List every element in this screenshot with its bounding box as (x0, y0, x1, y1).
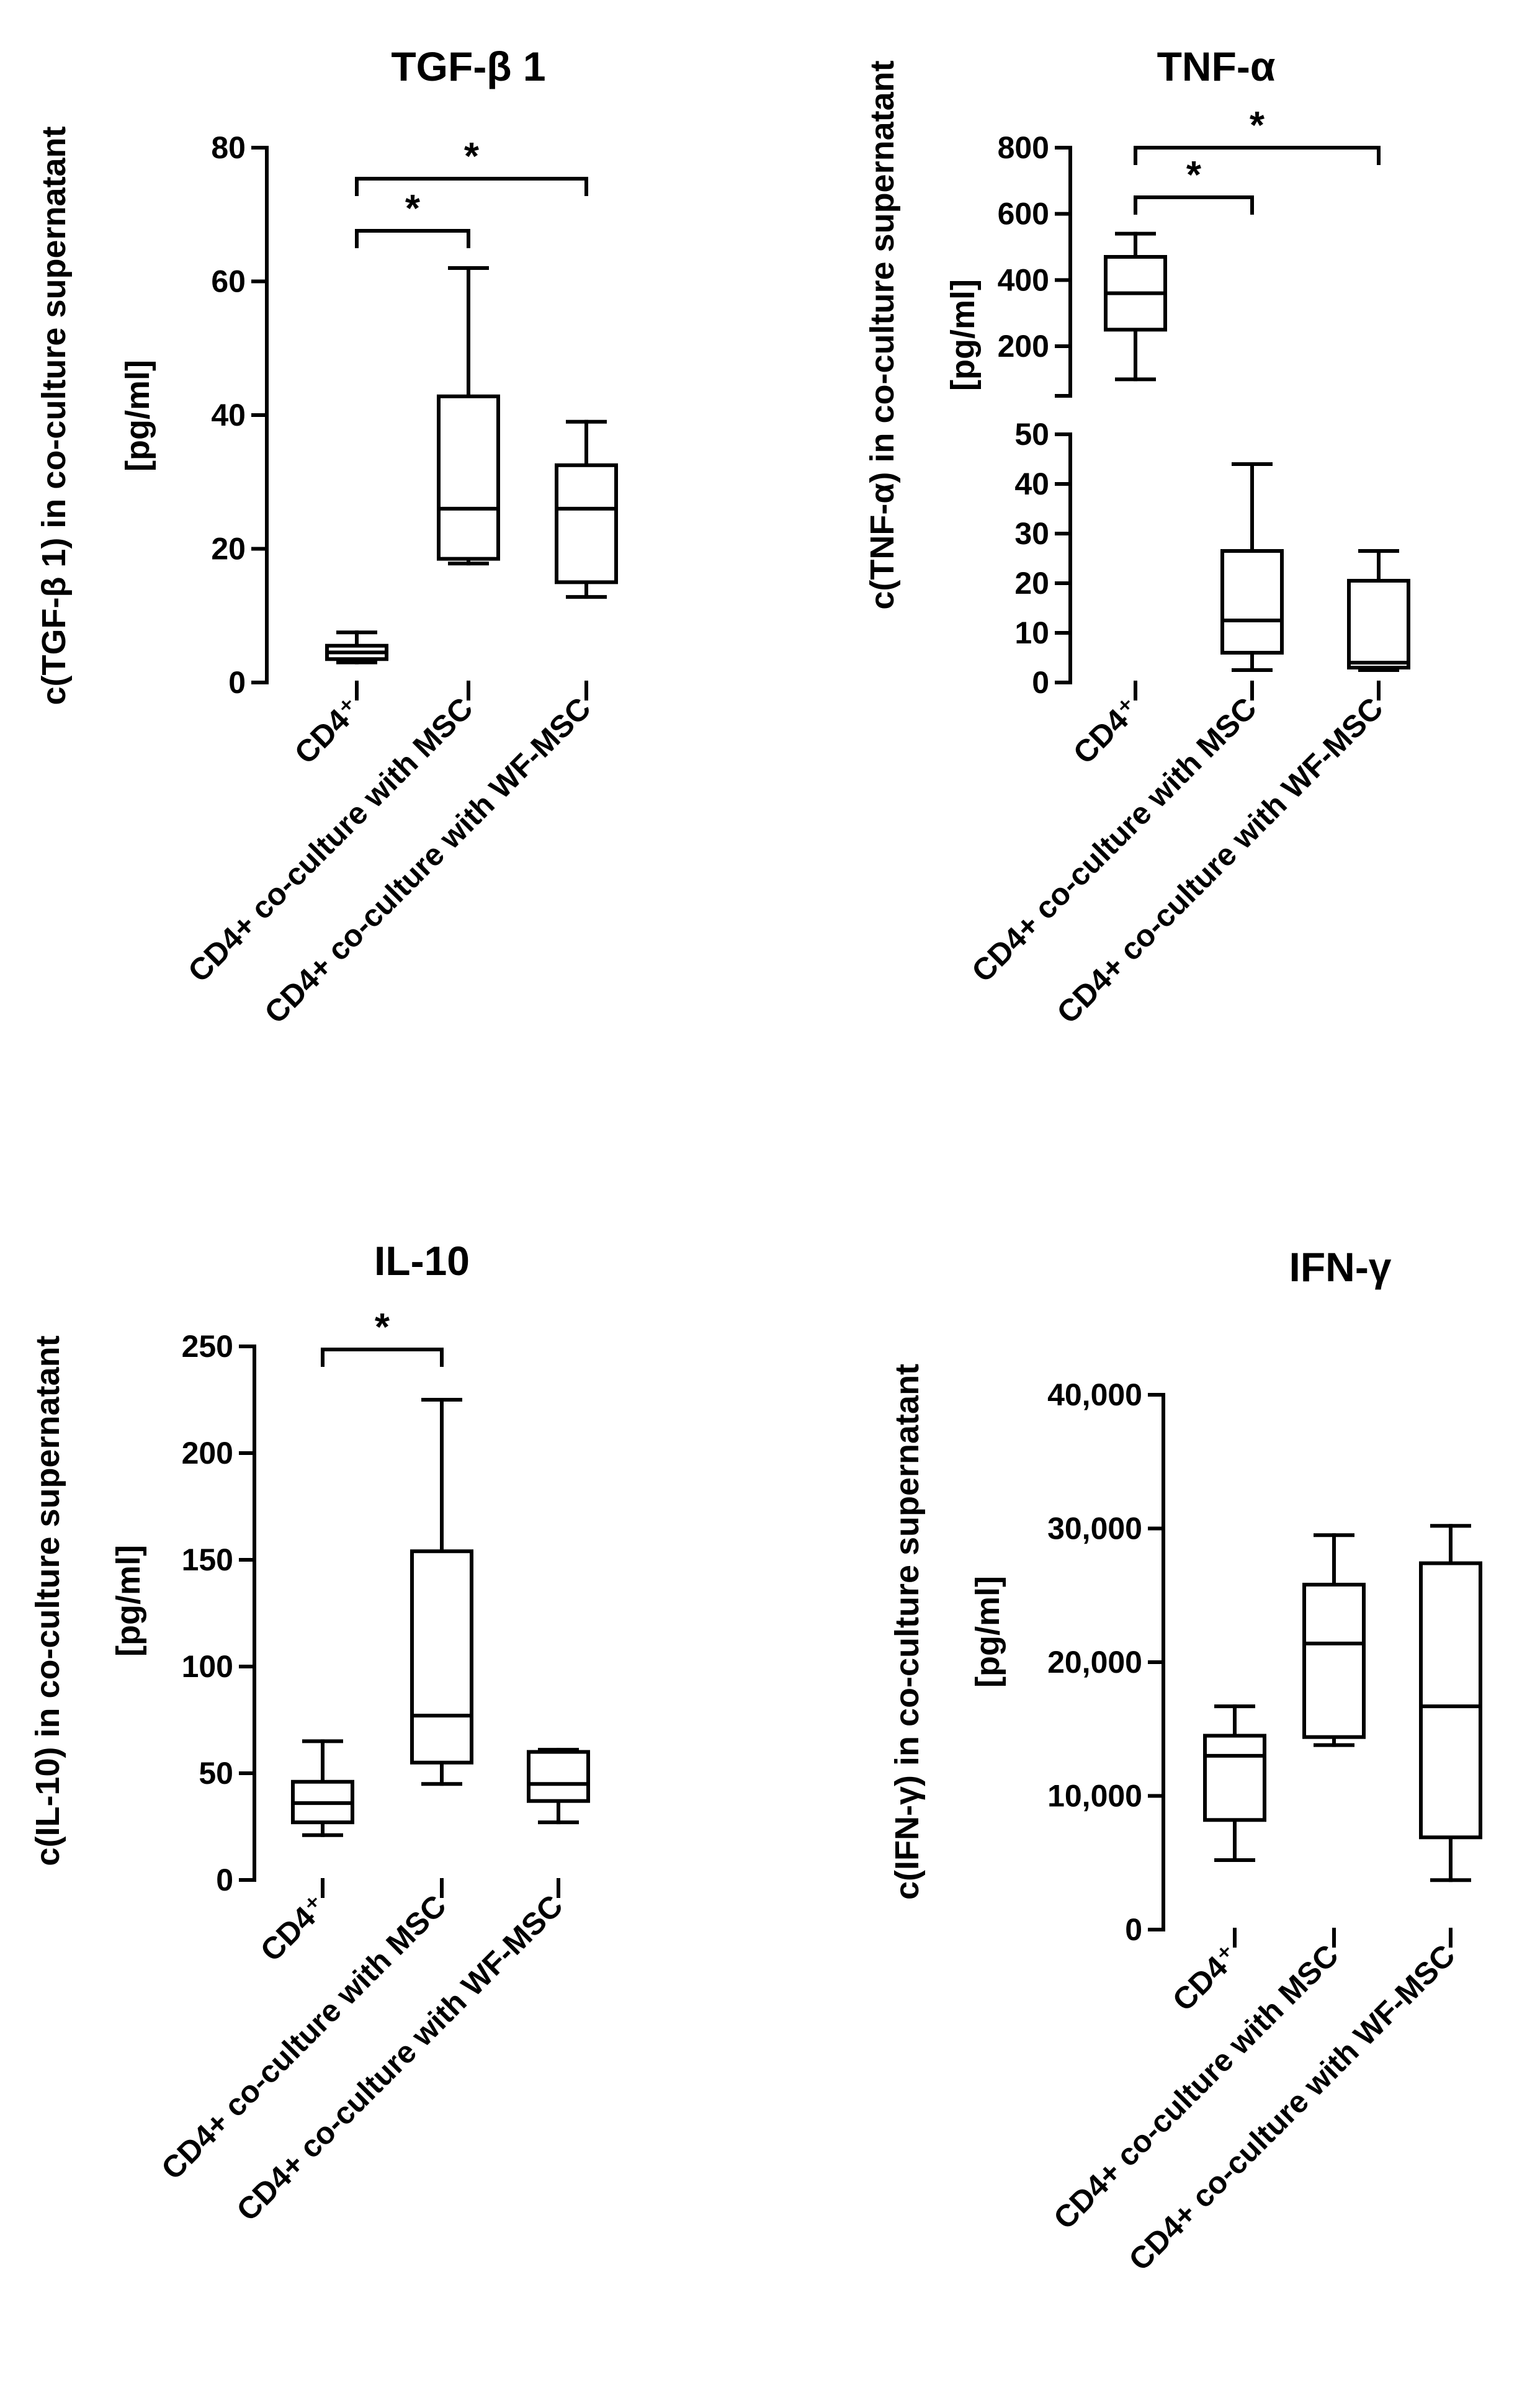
tnf-alpha-title: TNF-α (1157, 43, 1276, 89)
tgf-beta1-box-iqr (437, 394, 500, 561)
tgf-beta1-ytick-label: 20 (211, 532, 246, 566)
tgf-beta1-significance-bracket (355, 229, 470, 248)
tnf-alpha-ytick-label: 10 (1014, 615, 1049, 650)
il-10-ylabel-line1: c(IL-10) in co-culture supernatant (29, 1335, 66, 1866)
tgf-beta1-ytick-label: 0 (228, 665, 246, 700)
tnf-alpha-ytick-label: 20 (1014, 566, 1049, 601)
tgf-beta1-significance-bracket (355, 177, 588, 196)
tnf-alpha-box-iqr (1347, 579, 1410, 669)
il-10-title: IL-10 (374, 1238, 470, 1284)
il-10-ytick-label: 50 (199, 1756, 233, 1791)
tgf-beta1-box-iqr (555, 463, 618, 584)
ifn-gamma-box-iqr (1203, 1734, 1266, 1822)
tgf-beta1-ytick-label: 80 (211, 130, 246, 165)
ifn-gamma-ytick-label: 0 (1125, 1912, 1142, 1947)
ifn-gamma-ylabel-line1: c(IFN-γ) in co-culture supernatant (889, 1364, 926, 1900)
il-10-box-iqr (527, 1750, 590, 1803)
tnf-alpha-ytick-label: 200 (998, 329, 1049, 364)
ifn-gamma-ytick-label: 40,000 (1047, 1377, 1142, 1412)
il-10-ytick-label: 0 (216, 1863, 233, 1897)
il-10-ytick-label: 250 (182, 1329, 233, 1364)
il-10-significance-star: * (375, 1306, 390, 1349)
tgf-beta1-ylabel-line2: [pg/ml] (119, 360, 156, 472)
ifn-gamma-box-iqr (1419, 1561, 1482, 1840)
il-10-box-iqr (410, 1549, 473, 1765)
tnf-alpha-significance-bracket (1134, 195, 1254, 215)
tnf-alpha-ytick-label: 40 (1014, 467, 1049, 501)
tnf-alpha-ytick-label: 400 (998, 262, 1049, 297)
ifn-gamma-title: IFN-γ (1289, 1244, 1392, 1290)
tgf-beta1-ytick-label: 40 (211, 398, 246, 432)
il-10-ytick-label: 200 (182, 1436, 233, 1470)
ifn-gamma-ytick-label: 10,000 (1047, 1779, 1142, 1814)
il-10-ytick-label: 100 (182, 1649, 233, 1684)
tnf-alpha-ylabel-line2: [pg/ml] (944, 279, 982, 391)
ifn-gamma-ytick-label: 20,000 (1047, 1645, 1142, 1680)
ifn-gamma-ylabel-line2: [pg/ml] (969, 1576, 1006, 1688)
tnf-alpha-significance-bracket (1134, 146, 1381, 165)
tgf-beta1-ytick-label: 60 (211, 264, 246, 299)
ifn-gamma-box-iqr (1302, 1583, 1366, 1739)
tgf-beta1-ylabel-line1: c(TGF-β 1) in co-culture supernatant (35, 126, 73, 705)
tnf-alpha-ytick-label: 0 (1032, 665, 1049, 700)
tnf-alpha-significance-star: * (1250, 104, 1265, 147)
tgf-beta1-title: TGF-β 1 (391, 43, 545, 89)
il-10-significance-bracket (321, 1348, 444, 1367)
tgf-beta1-significance-star: * (464, 135, 480, 178)
il-10-ylabel-line2: [pg/ml] (110, 1545, 147, 1657)
tnf-alpha-ytick-label: 50 (1014, 417, 1049, 452)
tgf-beta1-significance-star: * (405, 187, 421, 230)
ifn-gamma-ytick-label: 30,000 (1047, 1511, 1142, 1546)
tnf-alpha-box-iqr (1220, 549, 1284, 655)
tnf-alpha-ytick-label: 30 (1014, 516, 1049, 551)
tnf-alpha-significance-star: * (1186, 154, 1202, 197)
il-10-ytick-label: 150 (182, 1542, 233, 1577)
tnf-alpha-ytick-label: 800 (998, 130, 1049, 165)
tnf-alpha-ylabel-line1: c(TNF-α) in co-culture supernatant (864, 60, 901, 609)
tnf-alpha-ytick-label: 600 (998, 197, 1049, 231)
